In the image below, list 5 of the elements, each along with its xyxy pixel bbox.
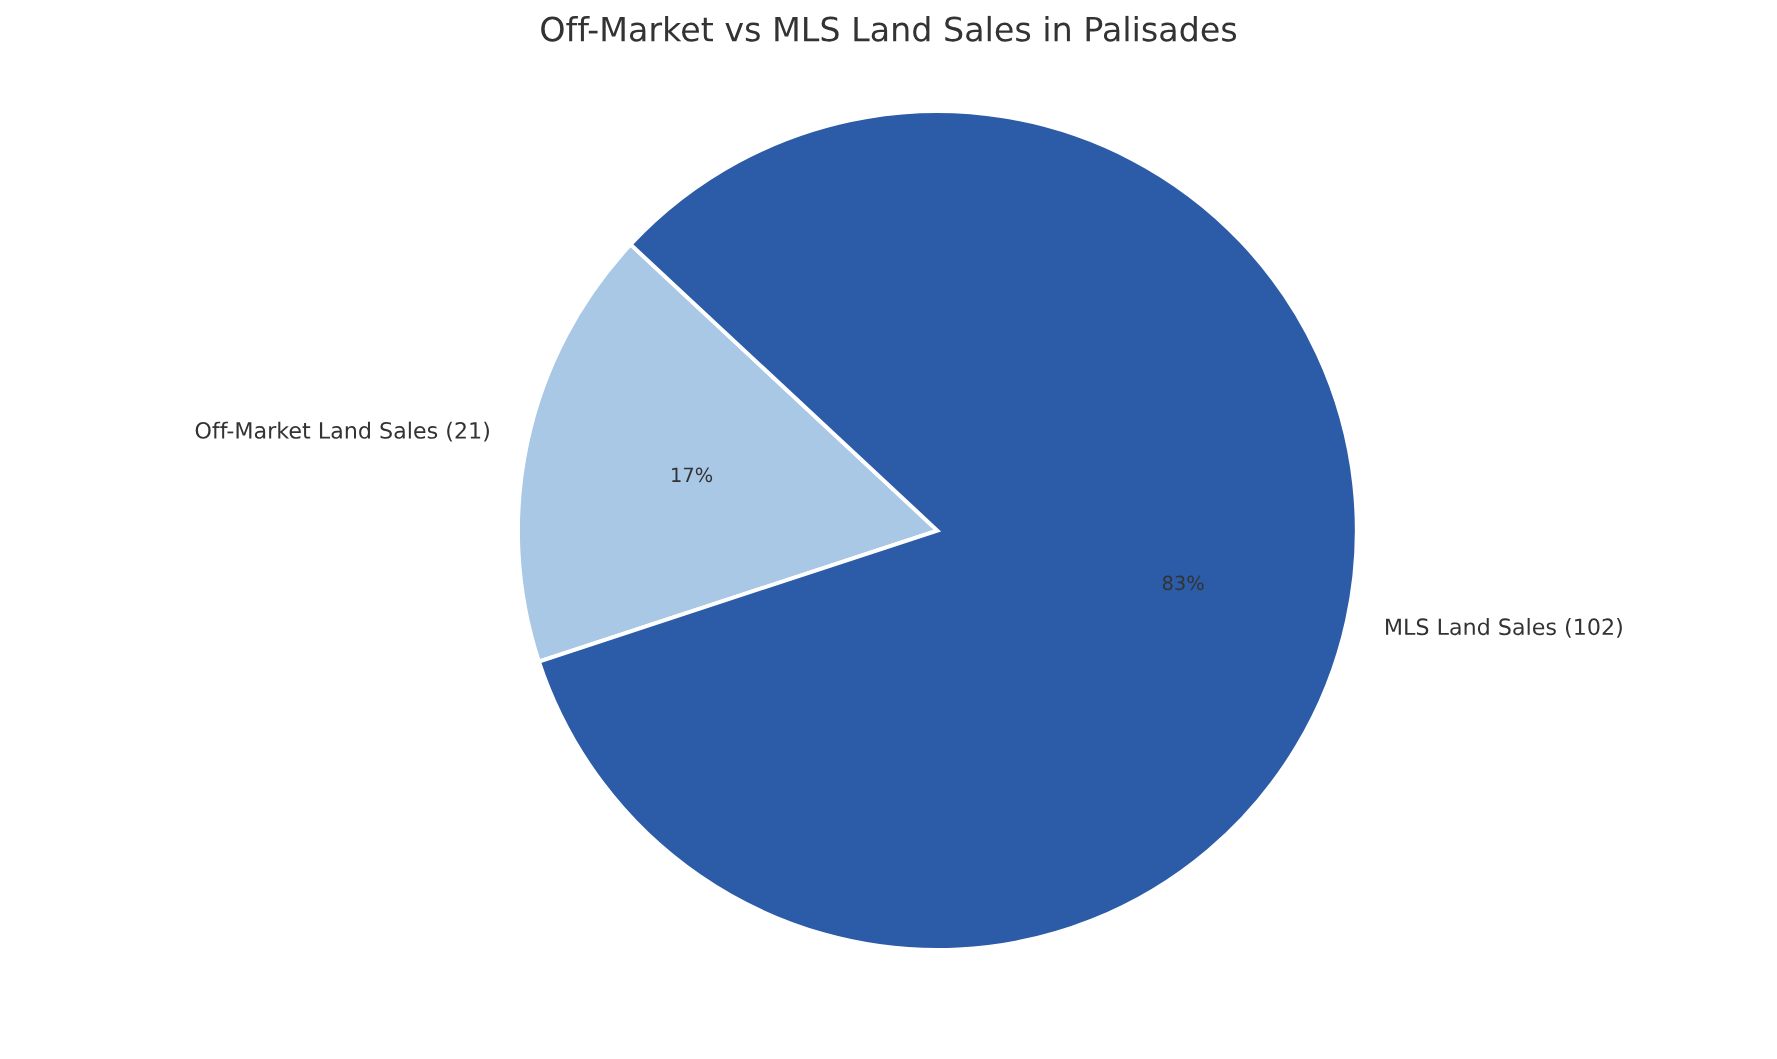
- slice-label: Off-Market Land Sales (21): [195, 421, 489, 442]
- data-label: 83%: [1162, 575, 1204, 591]
- data-label: 17%: [672, 467, 713, 483]
- slice-label: MLS Land Sales (102): [1386, 617, 1622, 638]
- chart-title: Off-Market vs MLS Land Sales in Palisades: [541, 15, 1237, 42]
